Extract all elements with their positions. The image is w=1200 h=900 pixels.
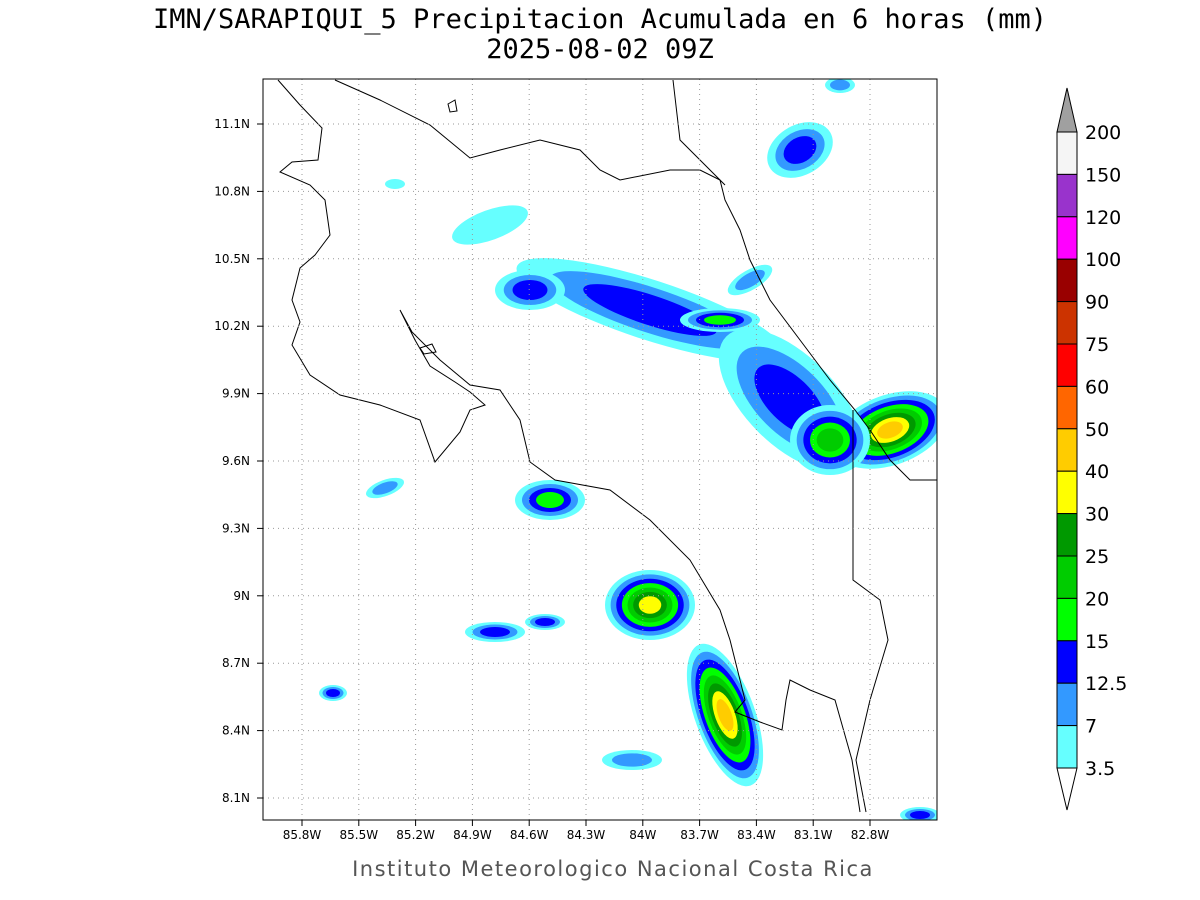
- colorbar-label: 20: [1085, 588, 1109, 610]
- precip-contour: [372, 481, 398, 495]
- colorbar-label: 200: [1085, 122, 1121, 144]
- precip-contour: [638, 596, 662, 614]
- colorbar-label: 60: [1085, 376, 1109, 398]
- lat-label: 8.4N: [222, 724, 250, 738]
- precip-contour: [704, 315, 736, 325]
- subtitle: 2025-08-02 09Z: [486, 34, 714, 65]
- colorbar-label: 75: [1085, 334, 1109, 356]
- colorbar-box: [1056, 513, 1078, 557]
- colorbar-label: 12.5: [1085, 673, 1127, 695]
- colorbar-label: 150: [1085, 164, 1121, 186]
- colorbar-label: 100: [1085, 249, 1121, 271]
- colorbar-box: [1056, 640, 1078, 684]
- colorbar-box: [1056, 428, 1078, 472]
- colorbar-label: 25: [1085, 546, 1109, 568]
- lat-label: 8.7N: [222, 656, 250, 670]
- island: [419, 343, 437, 355]
- precip-contour: [535, 618, 555, 626]
- lon-label: 84W: [629, 828, 656, 842]
- island: [447, 99, 458, 113]
- precip-contour: [830, 79, 850, 91]
- precip-contour: [612, 753, 652, 767]
- lat-label: 9.3N: [222, 521, 250, 535]
- lon-label: 85.2W: [396, 828, 435, 842]
- lon-label: 84.3W: [567, 828, 606, 842]
- lon-label: 84.6W: [510, 828, 549, 842]
- precip-contour: [536, 492, 564, 508]
- lon-label: 83.7W: [680, 828, 719, 842]
- colorbar-label: 15: [1085, 631, 1109, 653]
- colorbar-box: [1056, 725, 1078, 769]
- lat-label: 10.5N: [214, 252, 250, 266]
- precipitation-field: [319, 79, 937, 820]
- lon-label: 85.5W: [340, 828, 379, 842]
- colorbar-box: [1056, 131, 1078, 175]
- colorbar-label: 50: [1085, 419, 1109, 441]
- precip-contour: [783, 136, 817, 164]
- colorbar-box: [1056, 216, 1078, 260]
- colorbar-label: 7: [1085, 716, 1097, 738]
- colorbar-box: [1056, 173, 1078, 218]
- lat-label: 10.2N: [214, 319, 250, 333]
- footer: Instituto Meteorologico Nacional Costa R…: [352, 857, 874, 881]
- title: IMN/SARAPIQUI_5 Precipitacion Acumulada …: [153, 4, 1047, 35]
- lon-label: 85.8W: [283, 828, 322, 842]
- colorbar-label: 30: [1085, 504, 1109, 526]
- colorbar-box: [1056, 258, 1078, 303]
- lon-label: 83.1W: [794, 828, 833, 842]
- colorbar-label: 90: [1085, 292, 1109, 314]
- precip-contour: [716, 699, 734, 731]
- colorbar-box: [1056, 597, 1078, 642]
- coastlines: [277, 79, 937, 813]
- precip-contour: [480, 627, 510, 637]
- colorbar-label: 40: [1085, 461, 1109, 483]
- precip-contour: [512, 280, 548, 300]
- colorbar-box: [1056, 555, 1078, 599]
- colorbar-bottom: [1056, 767, 1078, 811]
- lat-label: 9.9N: [222, 387, 250, 401]
- precip-contour: [452, 205, 528, 245]
- border: [672, 79, 726, 186]
- colorbar-box: [1056, 470, 1078, 515]
- lat-label: 9.6N: [222, 454, 250, 468]
- precip-contour: [385, 179, 405, 189]
- lat-label: 11.1N: [214, 117, 250, 131]
- colorbar-box: [1056, 301, 1078, 345]
- lon-label: 84.9W: [453, 828, 492, 842]
- lat-label: 8.1N: [222, 791, 250, 805]
- lon-label: 83.4W: [737, 828, 776, 842]
- precip-contour: [326, 689, 340, 697]
- colorbar: 200 150 120 100 90 75 60 50 40 30 25 20 15 12.5 7 3.5: [1056, 87, 1127, 811]
- lat-label: 10.8N: [214, 184, 250, 198]
- precip-contour: [910, 811, 930, 819]
- colorbar-top: [1056, 87, 1078, 133]
- map-frame: [262, 78, 938, 821]
- graticule: 85.8W 85.5W 85.2W 84.9W 84.6W 84.3W 84W 83.7W 83…: [214, 79, 937, 842]
- colorbar-box: [1056, 343, 1078, 387]
- lat-label: 9N: [233, 589, 250, 603]
- lon-label: 82.8W: [851, 828, 890, 842]
- pacific-coast: [277, 79, 861, 813]
- colorbar-label: 3.5: [1085, 758, 1115, 780]
- precip-contour: [816, 428, 844, 452]
- colorbar-box: [1056, 682, 1078, 727]
- panama-border: [852, 410, 889, 813]
- colorbar-box: [1056, 385, 1078, 430]
- precip-contour: [877, 421, 903, 439]
- colorbar-label: 120: [1085, 207, 1121, 229]
